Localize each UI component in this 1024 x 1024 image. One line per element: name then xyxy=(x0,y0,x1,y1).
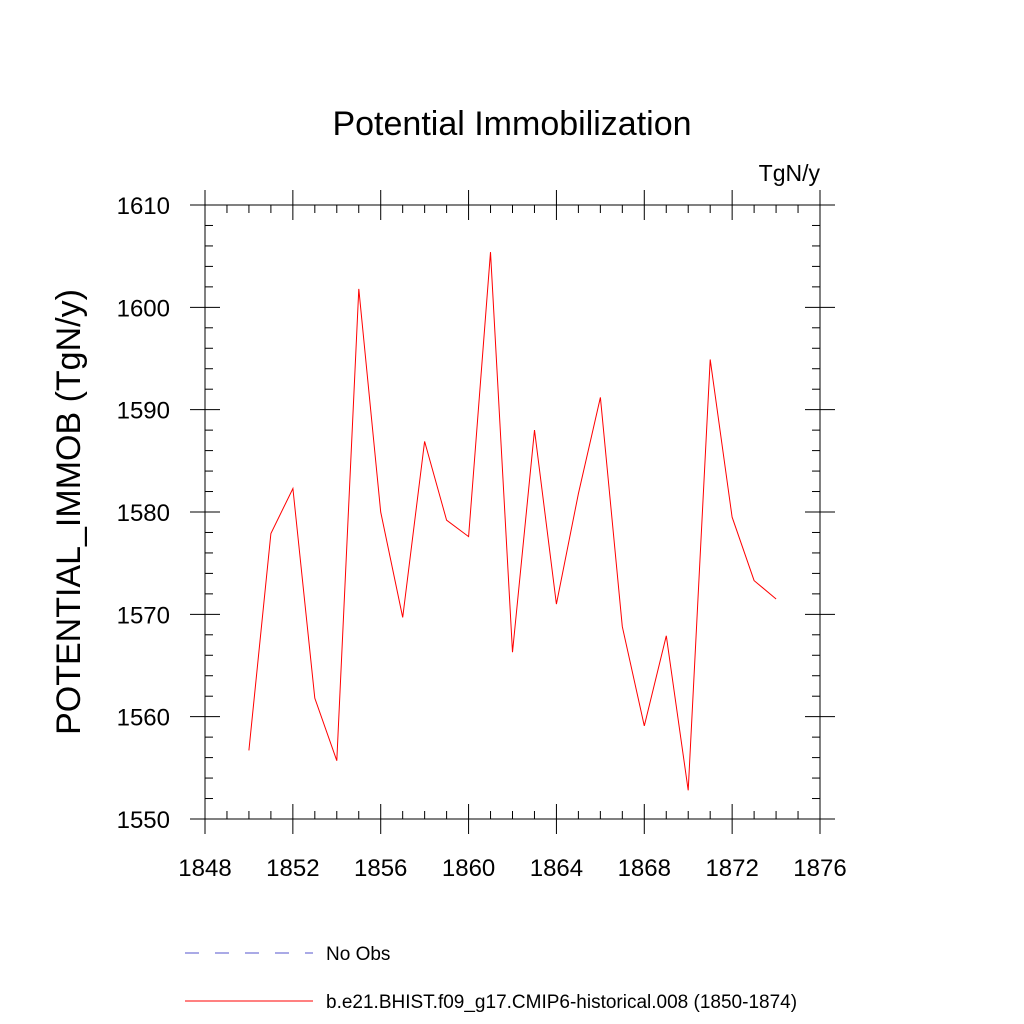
x-tick-label: 1864 xyxy=(530,855,583,882)
x-tick-label: 1852 xyxy=(266,855,319,882)
y-tick-label: 1570 xyxy=(117,602,170,629)
data-lines xyxy=(248,252,777,791)
y-tick-label: 1600 xyxy=(117,295,170,322)
y-tick-label: 1590 xyxy=(117,398,170,425)
y-axis-label: POTENTIAL_IMMOB (TgN/y) xyxy=(50,289,88,735)
y-tick-label: 1550 xyxy=(117,807,170,834)
chart-title: Potential Immobilization xyxy=(332,105,691,143)
x-tick-label: 1860 xyxy=(442,855,495,882)
y-tick-label: 1580 xyxy=(117,500,170,527)
legend-label: b.e21.BHIST.f09_g17.CMIP6-historical.008… xyxy=(326,992,797,1013)
x-tick-label: 1848 xyxy=(178,855,231,882)
x-tick-label: 1856 xyxy=(354,855,407,882)
y-tick-label: 1560 xyxy=(117,705,170,732)
plot-frame xyxy=(204,204,821,820)
x-tick-label: 1872 xyxy=(705,855,758,882)
x-tick-label: 1868 xyxy=(618,855,671,882)
axis-ticks: 1848 1852 1856 1860 1864 1868 1872 1876 1550 1560… xyxy=(117,190,847,882)
y-tick-label: 1610 xyxy=(117,193,170,220)
units-label: TgN/y xyxy=(759,160,821,186)
legend-label: No Obs xyxy=(326,944,390,965)
x-tick-label: 1876 xyxy=(793,855,846,882)
legend: No Obs b.e21.BHIST.f09_g17.CMIP6-historic… xyxy=(185,944,797,1013)
series-line xyxy=(248,252,777,791)
